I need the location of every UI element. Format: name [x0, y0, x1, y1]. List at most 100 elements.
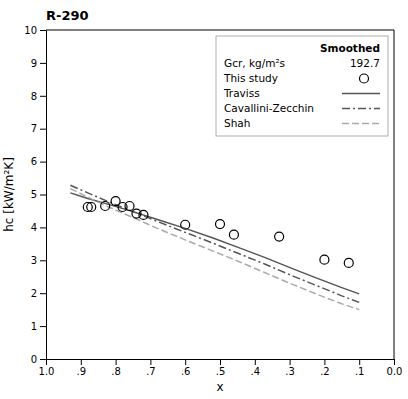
y-tick-mark	[40, 260, 46, 261]
legend-entry: Cavallini-Zecchin	[224, 102, 314, 114]
x-tick-label: 1.0	[39, 366, 55, 377]
legend-box	[216, 36, 388, 136]
y-tick-mark	[40, 63, 46, 64]
y-tick: 8	[31, 91, 46, 102]
x-tick-mark	[324, 359, 325, 365]
y-tick: 6	[31, 156, 46, 167]
x-axis-title: x	[216, 380, 223, 394]
x-tick-label: .6	[181, 366, 191, 377]
point	[181, 220, 190, 229]
x-tick: .7	[146, 359, 156, 377]
y-tick: 7	[31, 123, 46, 134]
legend-symbol	[342, 108, 380, 110]
y-tick: 5	[31, 189, 46, 200]
legend-entry: Shah	[224, 117, 250, 129]
y-tick-label: 0	[31, 354, 37, 365]
x-tick-label: .7	[146, 366, 156, 377]
chart: 1.0 .9 .8 .7 .6 .5 .4 .3 .2 .1 0.0 0 1 2 3 4 5 6 7 8 9 10 R-29…	[0, 0, 408, 399]
legend-symbol	[360, 74, 369, 83]
y-axis: 0 1 2 3 4 5 6 7 8 9 10	[24, 25, 46, 365]
x-tick-mark	[150, 359, 151, 365]
y-tick-label: 6	[31, 156, 37, 167]
frame	[46, 30, 394, 31]
legend-note: Gcr, kg/m²s	[224, 57, 285, 69]
y-tick: 0	[31, 354, 46, 365]
y-tick-mark	[40, 96, 46, 97]
x-tick-mark	[359, 359, 360, 365]
x-tick-label: .3	[285, 366, 295, 377]
x-tick: .3	[285, 359, 295, 377]
x-tick-mark	[116, 359, 117, 365]
legend-symbol	[342, 93, 380, 95]
y-tick-mark	[40, 30, 46, 31]
x-tick: 0.0	[387, 359, 403, 377]
x-tick: .2	[320, 359, 330, 377]
y-tick-mark	[40, 359, 46, 360]
y-axis-title: hc [kW/m²K]	[2, 157, 16, 232]
y-tick: 1	[31, 321, 46, 332]
legend-entry: This study	[223, 72, 278, 84]
x-tick-label: .4	[251, 366, 261, 377]
x-tick: .6	[181, 359, 191, 377]
legend-symbol	[342, 123, 380, 125]
point	[216, 220, 225, 229]
x-tick: .9	[77, 359, 87, 377]
title: R-290	[46, 8, 89, 23]
x-tick: 1.0	[39, 359, 55, 377]
point	[139, 210, 148, 219]
frame	[394, 30, 395, 359]
y-tick-label: 9	[31, 58, 37, 69]
y-tick-mark	[40, 326, 46, 327]
x-tick-label: .9	[77, 366, 87, 377]
y-tick-label: 1	[31, 321, 37, 332]
x-axis: 1.0 .9 .8 .7 .6 .5 .4 .3 .2 .1 0.0	[39, 359, 403, 377]
x-tick-mark	[220, 359, 221, 365]
point	[101, 202, 110, 211]
x-tick-label: .1	[355, 366, 365, 377]
y-tick-label: 3	[31, 255, 37, 266]
y-tick: 2	[31, 288, 46, 299]
y-tick-label: 4	[31, 222, 37, 233]
y-tick-label: 8	[31, 91, 37, 102]
point	[125, 202, 134, 211]
line	[70, 185, 359, 302]
y-tick-mark	[40, 162, 46, 163]
legend-header: Smoothed	[320, 42, 380, 54]
line	[70, 189, 359, 310]
x-tick: .5	[216, 359, 226, 377]
y-tick-label: 5	[31, 189, 37, 200]
point	[229, 230, 238, 239]
y-tick-mark	[40, 195, 46, 196]
y-tick: 9	[31, 58, 46, 69]
x-tick-mark	[81, 359, 82, 365]
plot-area	[70, 185, 359, 309]
x-tick-label: 0.0	[387, 366, 403, 377]
y-tick-mark	[40, 293, 46, 294]
legend-entry: Traviss	[223, 87, 260, 99]
x-tick: .4	[251, 359, 261, 377]
y-tick-label: 7	[31, 123, 37, 134]
point	[320, 255, 329, 264]
x-tick-label: .8	[111, 366, 121, 377]
x-tick-label: .5	[216, 366, 226, 377]
x-tick-mark	[255, 359, 256, 365]
y-tick-mark	[40, 227, 46, 228]
x-tick-mark	[394, 359, 395, 365]
point	[275, 232, 284, 241]
y-tick-label: 10	[24, 25, 37, 36]
point	[87, 203, 96, 212]
legend-note-value: 192.7	[350, 57, 380, 69]
y-axis-line	[40, 31, 47, 360]
x-axis-line	[47, 360, 395, 366]
legend: Smoothed Gcr, kg/m²s 192.7 This study Travis…	[216, 36, 388, 136]
x-tick-mark	[290, 359, 291, 365]
y-tick-mark	[40, 129, 46, 130]
x-tick-label: .2	[320, 366, 330, 377]
y-tick-label: 2	[31, 288, 37, 299]
y-tick: 4	[31, 222, 46, 233]
y-tick: 10	[24, 25, 46, 36]
y-tick: 3	[31, 255, 46, 266]
x-tick: .1	[355, 359, 365, 377]
x-tick: .8	[111, 359, 121, 377]
x-tick-mark	[185, 359, 186, 365]
